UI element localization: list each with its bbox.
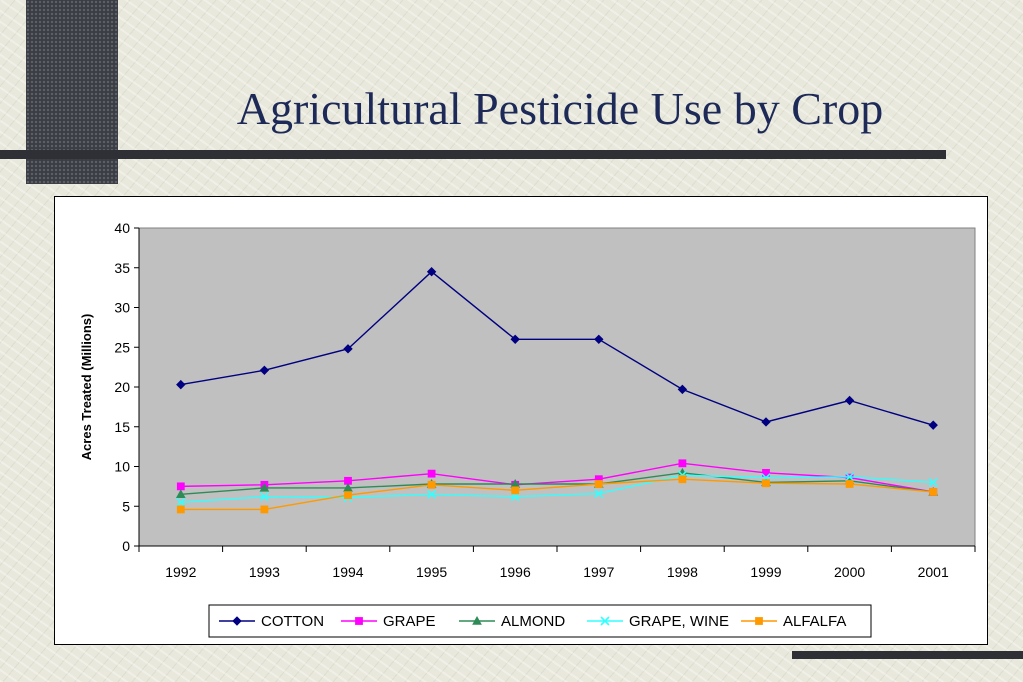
data-point	[427, 469, 436, 478]
y-tick-label: 0	[122, 538, 130, 554]
series-layer	[175, 267, 939, 514]
data-point	[594, 334, 604, 345]
data-point	[427, 480, 436, 489]
x-tick-label: 1998	[667, 564, 698, 580]
series-line	[180, 270, 934, 426]
data-point	[762, 468, 770, 477]
data-point	[175, 489, 186, 499]
data-point	[259, 482, 270, 492]
data-point	[594, 480, 603, 488]
legend-entry: GRAPE	[341, 613, 436, 630]
data-point	[845, 480, 854, 488]
data-point	[344, 491, 352, 500]
data-point	[844, 395, 855, 406]
data-point	[677, 384, 688, 395]
plot-area	[138, 227, 976, 547]
series-line	[180, 462, 934, 493]
x-tick-label: 1999	[750, 564, 781, 580]
legend: COTTON GRAPE ALMOND GRAPE, WINE ALFALFA	[208, 604, 872, 638]
y-tick-label: 10	[114, 459, 130, 475]
x-tick-label: 1996	[500, 564, 531, 580]
legend-label: ALFALFA	[783, 613, 846, 630]
x-tick-label: 1995	[416, 564, 447, 580]
x-axis: 1992 1993 1994 1995 1996 1997 1998 1999 2000 2001	[138, 545, 976, 580]
series-line	[180, 478, 934, 511]
data-point	[260, 505, 269, 514]
y-tick-label: 40	[114, 220, 130, 236]
series-alfalfa	[176, 475, 938, 514]
y-axis: 0 5 10 15 20 25 30 35 40	[114, 220, 140, 554]
data-point	[426, 267, 437, 277]
x-tick-label: 1993	[249, 564, 280, 580]
data-point	[176, 497, 186, 507]
data-point	[510, 334, 520, 345]
y-tick-label: 5	[122, 498, 130, 514]
data-point	[343, 344, 353, 354]
data-point	[928, 477, 938, 487]
legend-label: COTTON	[261, 613, 324, 630]
data-point	[678, 459, 687, 468]
data-point	[176, 482, 185, 491]
legend-marker	[755, 617, 763, 625]
footer-bar	[792, 651, 1023, 659]
series-grape-wine	[176, 470, 938, 507]
data-point	[928, 420, 938, 430]
legend-entry: COTTON	[219, 613, 324, 630]
legend-label: GRAPE	[383, 613, 436, 630]
x-tick-label: 1994	[332, 564, 363, 580]
data-point	[761, 417, 771, 427]
legend-label: GRAPE, WINE	[629, 613, 729, 630]
data-point	[845, 472, 855, 482]
y-tick-label: 20	[114, 379, 130, 395]
x-tick-label: 1997	[583, 564, 614, 580]
y-tick-label: 30	[114, 300, 130, 316]
legend-entry: ALFALFA	[741, 613, 846, 630]
data-point	[929, 488, 938, 496]
series-line	[180, 474, 934, 503]
data-point	[594, 488, 604, 499]
data-point	[678, 475, 687, 484]
data-point	[427, 489, 437, 499]
data-point	[343, 482, 353, 492]
x-tick-label: 2000	[834, 564, 865, 580]
data-point	[762, 479, 770, 488]
legend-entry: ALMOND	[459, 613, 565, 630]
y-tick-label: 35	[114, 260, 130, 276]
y-axis-label: Acres Treated (Millions)	[79, 314, 94, 461]
legend-entry: GRAPE, WINE	[587, 613, 729, 630]
legend-marker	[232, 616, 242, 626]
x-tick-label: 2001	[918, 564, 949, 580]
legend-marker	[600, 616, 610, 626]
data-point	[511, 486, 520, 495]
chart-container: 0 5 10 15 20 25 30 35 40 1992 1993 1994 1995 1996 199…	[54, 196, 988, 645]
legend-marker	[355, 617, 363, 625]
data-point	[259, 492, 269, 502]
series-cotton	[176, 267, 938, 430]
series-line	[180, 472, 934, 496]
title-underline-bar	[0, 150, 946, 159]
legend-marker	[472, 615, 482, 625]
slide-title: Agricultural Pesticide Use by Crop	[236, 83, 884, 134]
legend-label: ALMOND	[501, 613, 565, 630]
y-tick-label: 15	[114, 419, 130, 435]
x-tick-label: 1992	[165, 564, 196, 580]
y-tick-label: 25	[114, 339, 130, 355]
data-point	[259, 365, 270, 376]
data-point	[176, 379, 186, 390]
data-point	[176, 505, 185, 514]
